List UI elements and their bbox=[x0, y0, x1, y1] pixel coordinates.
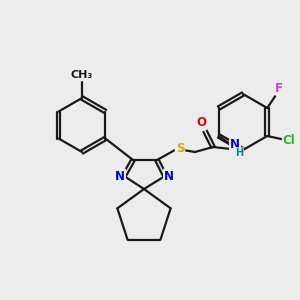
Text: S: S bbox=[176, 142, 184, 154]
Text: H: H bbox=[235, 148, 243, 158]
Text: CH₃: CH₃ bbox=[71, 70, 93, 80]
Text: N: N bbox=[230, 139, 240, 152]
Text: Cl: Cl bbox=[283, 134, 296, 146]
Text: N: N bbox=[164, 169, 174, 182]
Text: N: N bbox=[115, 169, 125, 182]
Text: O: O bbox=[196, 116, 206, 130]
Text: F: F bbox=[275, 82, 283, 94]
